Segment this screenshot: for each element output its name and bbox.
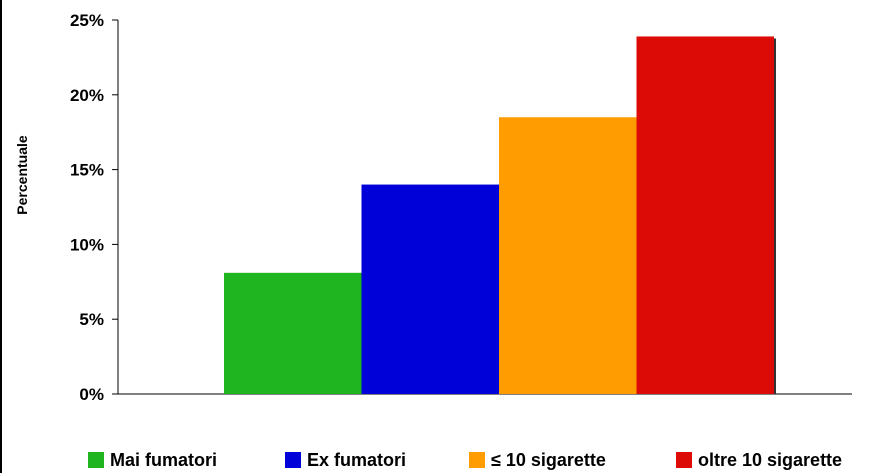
- y-axis-label: Percentuale: [14, 135, 30, 215]
- y-tick-label: 5%: [79, 310, 104, 329]
- legend-swatch: [88, 452, 104, 468]
- legend-item: ≤ 10 sigarette: [469, 448, 606, 472]
- bar: [636, 36, 774, 395]
- bar: [224, 272, 362, 394]
- legend-label: Ex fumatori: [307, 449, 407, 470]
- bars: [224, 36, 776, 395]
- y-tick-label: 20%: [70, 86, 104, 105]
- bar: [361, 184, 499, 394]
- legend-label: ≤ 10 sigarette: [491, 449, 606, 470]
- legend-label: oltre 10 sigarette: [698, 449, 843, 470]
- legend-item: oltre 10 sigarette: [676, 448, 842, 472]
- legend-swatch: [676, 452, 692, 468]
- y-tick-label: 15%: [70, 161, 104, 180]
- y-tick-label: 10%: [70, 235, 104, 254]
- y-tick-label: 25%: [70, 11, 104, 30]
- y-tick-label: 0%: [79, 385, 104, 404]
- left-border: [0, 0, 2, 473]
- legend-item: Mai fumatori: [88, 448, 217, 472]
- bar: [499, 117, 637, 395]
- legend-swatch: [285, 452, 301, 468]
- legend-label: Mai fumatori: [110, 449, 218, 470]
- bar-chart-plot: 0% 5% 10% 15% 20% 25% Percentuale: [14, 11, 852, 404]
- legend-item: Ex fumatori: [285, 448, 406, 472]
- legend-swatch: [469, 452, 485, 468]
- legend: Mai fumatori Ex fumatori ≤ 10 sigarette olt…: [0, 448, 873, 472]
